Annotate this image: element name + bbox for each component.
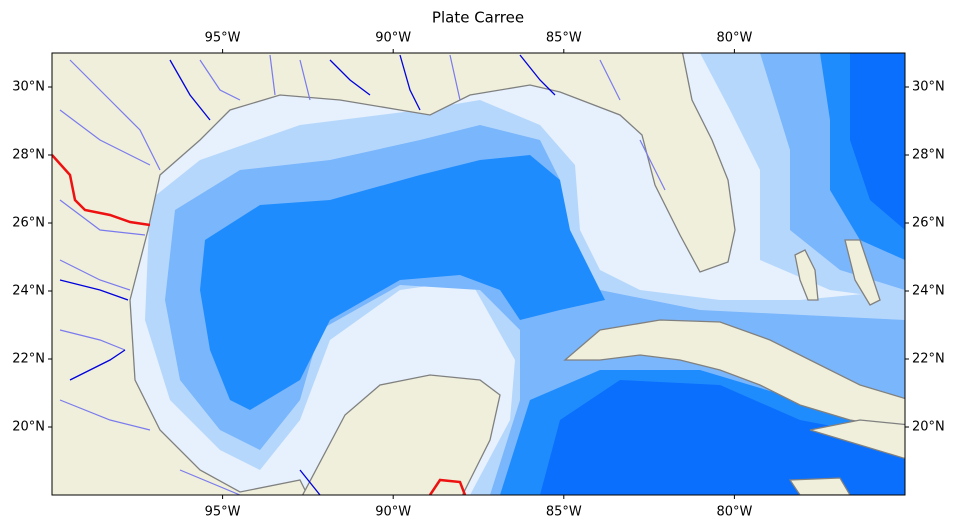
y-tick-label-right: 24°N — [912, 284, 945, 299]
y-tick-label-left: 24°N — [12, 284, 45, 299]
map-area — [52, 53, 905, 495]
x-tick-label-top: 95°W — [205, 31, 241, 46]
land-hispaniola — [809, 419, 905, 460]
river-major — [59, 54, 556, 495]
x-tick-label-top: 90°W — [375, 31, 411, 46]
map-frame — [51, 52, 906, 496]
land-yucatan — [301, 374, 501, 495]
x-tick-label-bottom: 80°W — [716, 505, 752, 520]
y-tick-label-left: 28°N — [12, 148, 45, 163]
x-tick-label-bottom: 95°W — [205, 505, 241, 520]
land-jamaica — [788, 477, 851, 495]
land-bahamas — [794, 239, 881, 306]
land-cuba — [563, 319, 905, 430]
ocean-deep — [200, 155, 605, 410]
y-tick-label-left: 26°N — [12, 216, 45, 231]
map-title: Plate Carree — [432, 9, 524, 27]
y-tick-label-right: 30°N — [912, 80, 945, 95]
y-tick-label-left: 30°N — [12, 80, 45, 95]
land-north-america — [52, 53, 736, 495]
y-tick-label-right: 26°N — [912, 216, 945, 231]
y-tick-label-right: 20°N — [912, 420, 945, 435]
x-tick-label-top: 80°W — [716, 31, 752, 46]
y-tick-label-left: 20°N — [12, 420, 45, 435]
border-mexico-guatemala — [428, 478, 467, 495]
x-tick-label-bottom: 90°W — [375, 505, 411, 520]
border-us-mexico — [52, 154, 151, 227]
ocean-abyss — [540, 53, 905, 495]
x-tick-label-top: 85°W — [546, 31, 582, 46]
y-tick-label-left: 22°N — [12, 352, 45, 367]
river — [59, 54, 666, 495]
x-tick-label-bottom: 85°W — [546, 505, 582, 520]
y-tick-label-right: 28°N — [912, 148, 945, 163]
y-tick-label-right: 22°N — [912, 352, 945, 367]
